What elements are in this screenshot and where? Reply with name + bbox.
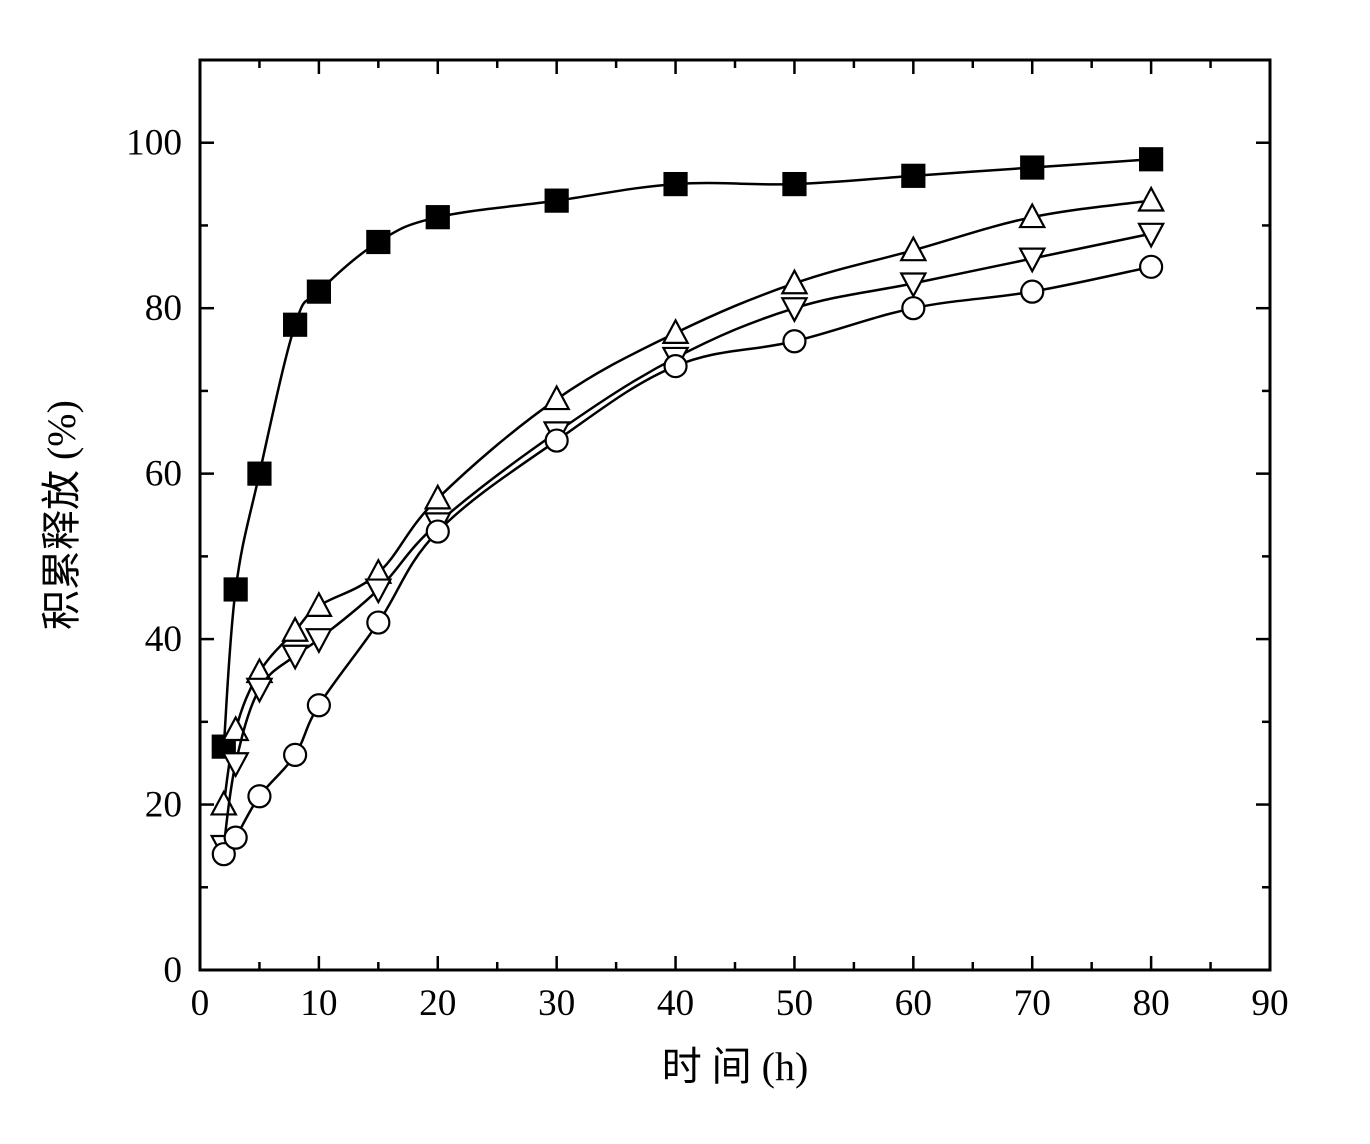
filled-square-marker — [1021, 157, 1043, 179]
y-tick-label: 80 — [145, 288, 182, 329]
filled-square-marker — [284, 314, 306, 336]
open-circle-marker — [902, 297, 924, 319]
filled-square-marker — [367, 231, 389, 253]
open-circle-marker — [665, 355, 687, 377]
x-tick-label: 60 — [895, 983, 932, 1024]
series-line — [224, 159, 1151, 746]
x-tick-label: 20 — [419, 983, 456, 1024]
open-triangle-down-marker — [782, 298, 806, 321]
x-tick-label: 30 — [538, 983, 575, 1024]
open-circle-marker — [284, 744, 306, 766]
filled-square-marker — [225, 578, 247, 600]
filled-square-marker — [665, 173, 687, 195]
open-circle-marker — [225, 827, 247, 849]
filled-square-marker — [783, 173, 805, 195]
filled-square-marker — [427, 206, 449, 228]
filled-square-marker — [1140, 148, 1162, 170]
open-triangle-up-marker — [1139, 188, 1163, 211]
open-circle-marker — [783, 330, 805, 352]
x-tick-label: 90 — [1251, 983, 1288, 1024]
open-circle-marker — [546, 430, 568, 452]
chart-container: 0 10 20 30 40 50 60 70 80 90 0 20 40 60 80 100 时 间 (h) 积累… — [0, 0, 1370, 1144]
y-axis-label: 积累释放 (%) — [39, 400, 84, 630]
x-tick-label: 10 — [300, 983, 337, 1024]
open-triangle-up-marker — [663, 320, 687, 343]
series-filled-square — [213, 148, 1162, 757]
y-tick-label: 60 — [145, 454, 182, 495]
y-tick-label: 100 — [126, 123, 182, 164]
x-tick-label: 0 — [191, 983, 210, 1024]
x-axis-label: 时 间 (h) — [662, 1044, 809, 1089]
open-circle-marker — [248, 785, 270, 807]
open-circle-marker — [1140, 256, 1162, 278]
open-triangle-up-marker — [782, 271, 806, 294]
series-line — [224, 267, 1151, 854]
open-circle-marker — [427, 521, 449, 543]
open-triangle-up-marker — [307, 593, 331, 616]
x-tick-label: 80 — [1132, 983, 1169, 1024]
open-triangle-down-marker — [283, 646, 307, 669]
filled-square-marker — [546, 190, 568, 212]
filled-square-marker — [902, 165, 924, 187]
x-tick-label: 50 — [776, 983, 813, 1024]
y-tick-label: 20 — [145, 785, 182, 826]
open-triangle-up-marker — [545, 387, 569, 410]
series-open-triangle-down — [212, 224, 1164, 859]
open-circle-marker — [308, 694, 330, 716]
y-tick-label: 40 — [145, 619, 182, 660]
plot-frame — [200, 60, 1270, 970]
series-line — [224, 234, 1151, 846]
series-open-triangle-up — [212, 188, 1164, 814]
open-triangle-down-marker — [307, 629, 331, 652]
filled-square-marker — [248, 463, 270, 485]
series-line — [224, 201, 1151, 805]
open-circle-marker — [367, 612, 389, 634]
x-tick-label: 70 — [1014, 983, 1051, 1024]
open-circle-marker — [1021, 281, 1043, 303]
x-tick-label: 40 — [657, 983, 694, 1024]
y-tick-label: 0 — [163, 950, 182, 991]
cumulative-release-chart: 0 10 20 30 40 50 60 70 80 90 0 20 40 60 80 100 时 间 (h) 积累… — [0, 0, 1370, 1144]
open-triangle-up-marker — [212, 792, 236, 815]
filled-square-marker — [308, 281, 330, 303]
